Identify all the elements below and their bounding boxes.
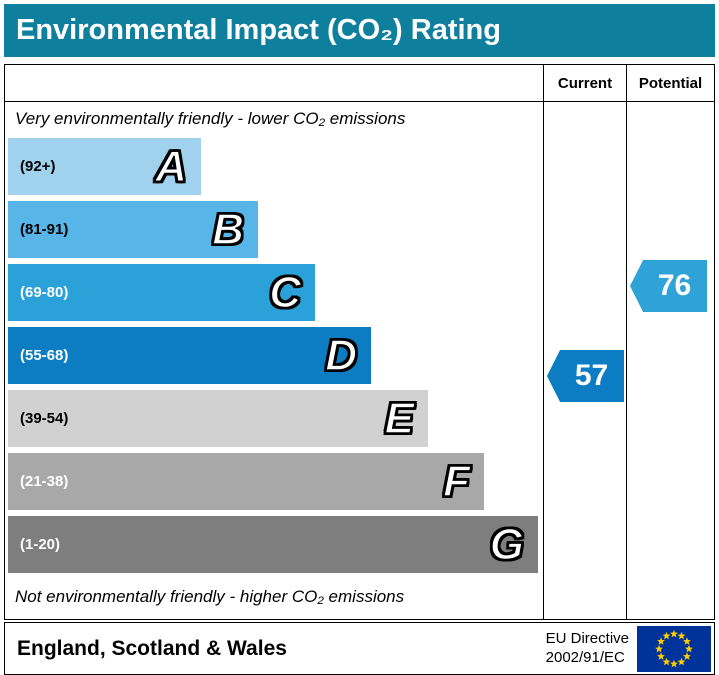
chart-title: Environmental Impact (CO₂) Rating: [16, 14, 501, 46]
potential-column-header: Potential: [626, 65, 714, 102]
directive-line-1: EU Directive: [545, 629, 629, 647]
band-bar-f: (21-38) F: [8, 453, 484, 510]
region-label: England, Scotland & Wales: [17, 636, 287, 660]
band-row-e: (39-54) E: [5, 387, 543, 450]
directive-text: EU Directive 2002/91/EC: [546, 630, 629, 668]
band-letter: B: [211, 204, 244, 254]
potential-rating-arrow: 76: [630, 260, 707, 312]
band-list: (92+) A (81-91) B (69-80) C (55-68) D (39-54) E (2…: [5, 135, 543, 576]
eu-flag-icon: [637, 625, 711, 672]
band-range-label: (39-54): [20, 410, 69, 427]
band-letter: C: [268, 267, 301, 317]
band-letter: E: [384, 393, 415, 443]
band-row-g: (1-20) G: [5, 513, 543, 576]
band-bar-e: (39-54) E: [8, 390, 428, 447]
band-range-label: (1-20): [20, 536, 61, 553]
band-range-label: (69-80): [20, 284, 69, 301]
current-column: 57: [543, 102, 626, 619]
footer-bar: England, Scotland & Wales EU Directive 2…: [4, 622, 715, 675]
band-row-f: (21-38) F: [5, 450, 543, 513]
bottom-note: Not environmentally friendly - higher CO…: [15, 587, 405, 606]
band-range-label: (55-68): [20, 347, 69, 364]
current-column-header: Current: [543, 65, 626, 102]
band-bar-a: (92+) A: [8, 138, 201, 195]
band-row-b: (81-91) B: [5, 198, 543, 261]
band-letter: A: [154, 141, 187, 191]
top-note: Very environmentally friendly - lower CO…: [15, 108, 406, 128]
rating-table: Current Potential Very environmentally f…: [4, 64, 715, 620]
chart-title-bar: Environmental Impact (CO₂) Rating: [4, 4, 715, 57]
bands-area: Very environmentally friendly - lower CO…: [5, 102, 543, 619]
band-letter: D: [324, 330, 357, 380]
band-bar-c: (69-80) C: [8, 264, 315, 321]
band-letter: G: [489, 519, 525, 569]
band-row-a: (92+) A: [5, 135, 543, 198]
band-bar-b: (81-91) B: [8, 201, 258, 258]
band-bar-d: (55-68) D: [8, 327, 371, 384]
band-range-label: (21-38): [20, 473, 69, 490]
directive-line-2: 2002/91/EC: [545, 648, 625, 666]
band-range-label: (81-91): [20, 221, 69, 238]
band-row-d: (55-68) D: [5, 324, 543, 387]
current-rating-arrow: 57: [547, 350, 624, 402]
band-letter: F: [442, 456, 470, 506]
band-range-label: (92+): [20, 158, 56, 175]
header-spacer: [5, 65, 543, 102]
band-row-c: (69-80) C: [5, 261, 543, 324]
potential-column: 76: [626, 102, 714, 619]
band-bar-g: (1-20) G: [8, 516, 538, 573]
